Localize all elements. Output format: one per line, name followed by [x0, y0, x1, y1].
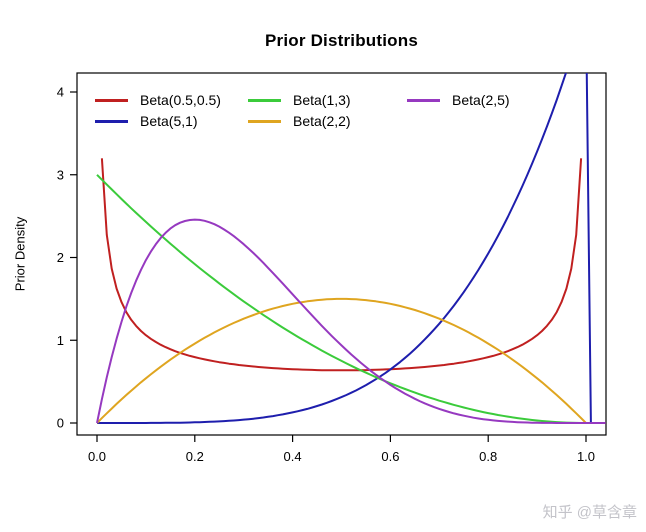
- legend-entry: Beta(0.5,0.5): [95, 90, 248, 111]
- legend-label: Beta(2,2): [293, 113, 351, 129]
- curve-beta-2-2-: [96, 297, 606, 424]
- y-tick-label: 2: [57, 250, 64, 265]
- curves-group: [96, 73, 606, 424]
- curve-beta-2-5-: [96, 218, 606, 424]
- x-tick-label: 0.6: [381, 449, 399, 464]
- legend-column: Beta(2,5): [407, 90, 510, 132]
- legend-line-swatch: [248, 99, 281, 102]
- legend-entry: Beta(1,3): [248, 90, 407, 111]
- curve-beta-5-1-: [97, 73, 606, 424]
- legend-line-swatch: [407, 99, 440, 102]
- legend-column: Beta(1,3) Beta(2,2): [248, 90, 407, 132]
- legend-label: Beta(2,5): [452, 92, 510, 108]
- x-tick-label: 0.0: [88, 449, 106, 464]
- x-tick-label: 0.4: [284, 449, 302, 464]
- curve-beta-1-3-: [96, 174, 606, 424]
- x-tick-label: 0.2: [186, 449, 204, 464]
- legend-entry: Beta(2,5): [407, 90, 510, 111]
- legend-label: Beta(0.5,0.5): [140, 92, 221, 108]
- legend-line-swatch: [95, 120, 128, 123]
- plot-box: [76, 72, 607, 436]
- legend-column: Beta(0.5,0.5) Beta(5,1): [95, 90, 248, 132]
- legend-line-swatch: [248, 120, 281, 123]
- legend: Beta(0.5,0.5) Beta(5,1) Beta(1,3) Beta(2,2)…: [95, 90, 510, 132]
- x-tick-label: 1.0: [577, 449, 595, 464]
- y-tick-label: 1: [57, 333, 64, 348]
- chart-title: Prior Distributions: [264, 31, 419, 50]
- legend-label: Beta(5,1): [140, 113, 198, 129]
- y-tick-label: 0: [57, 416, 64, 431]
- x-tick-label: 0.8: [479, 449, 497, 464]
- legend-entry: Beta(5,1): [95, 111, 248, 132]
- y-tick-label: 4: [57, 85, 64, 100]
- y-tick-label: 3: [57, 167, 64, 182]
- legend-label: Beta(1,3): [293, 92, 351, 108]
- curve-beta-0-5-0-5-: [100, 158, 606, 424]
- watermark: 知乎 @草含章: [542, 504, 637, 521]
- legend-line-swatch: [95, 99, 128, 102]
- legend-entry: Beta(2,2): [248, 111, 407, 132]
